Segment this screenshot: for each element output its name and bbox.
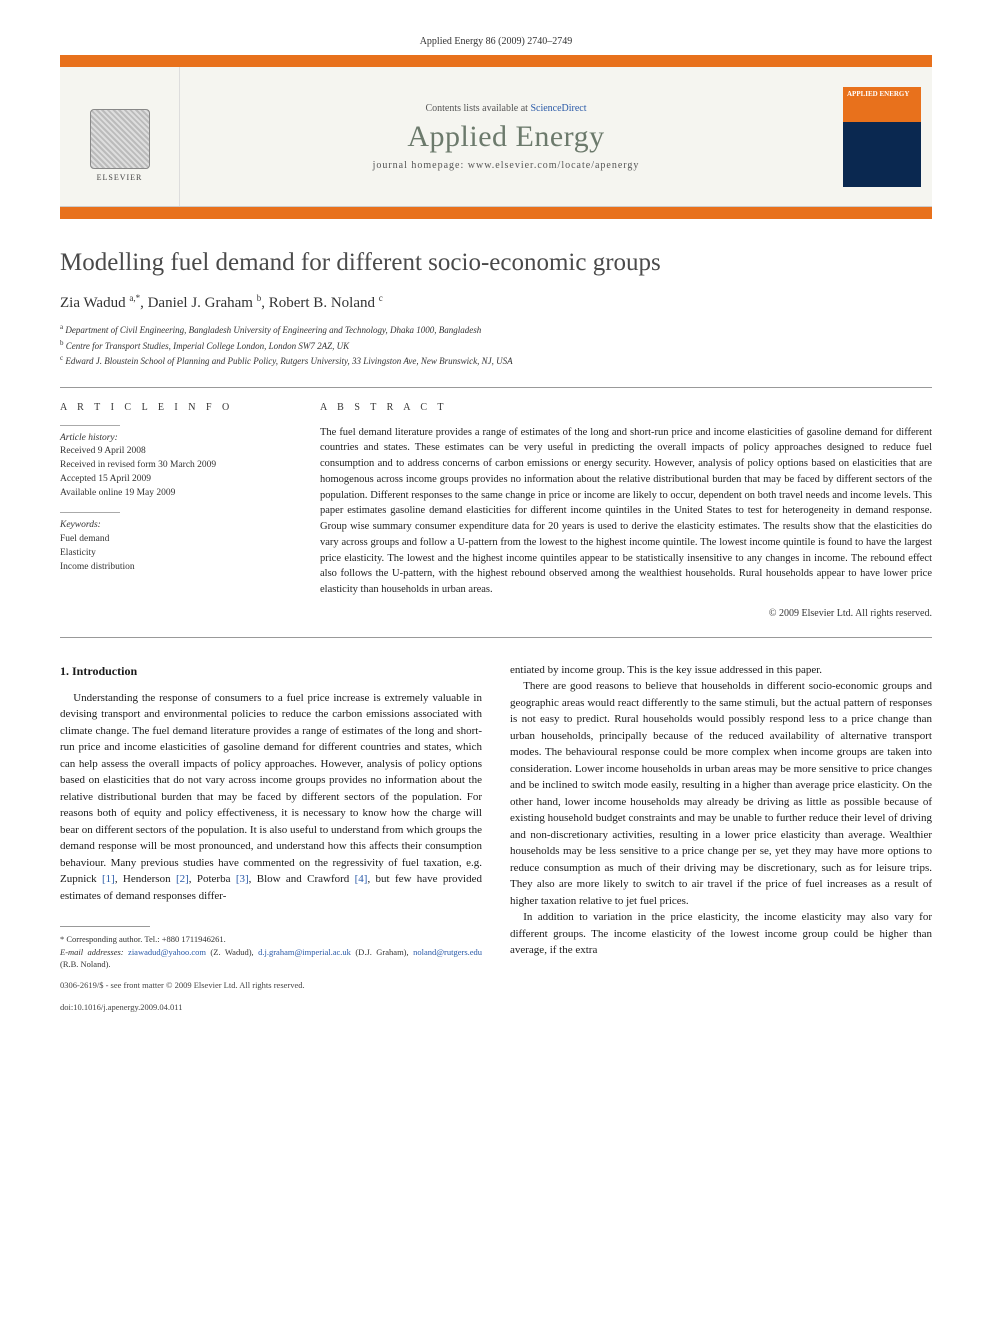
keyword-item: Elasticity	[60, 547, 290, 561]
info-divider	[60, 512, 120, 513]
body-column-left: 1. Introduction Understanding the respon…	[60, 662, 482, 1014]
email-affiliation: (D.J. Graham),	[355, 947, 408, 957]
sciencedirect-link[interactable]: ScienceDirect	[530, 103, 586, 114]
elsevier-logo: ELSEVIER	[80, 92, 160, 182]
email-affiliation: (Z. Wadud),	[210, 947, 253, 957]
keywords-block: Keywords: Fuel demand Elasticity Income …	[60, 519, 290, 574]
section-divider	[60, 387, 932, 388]
keyword-item: Fuel demand	[60, 533, 290, 547]
journal-homepage-line: journal homepage: www.elsevier.com/locat…	[373, 160, 640, 171]
corresponding-author-note: * Corresponding author. Tel.: +880 17119…	[60, 933, 482, 945]
top-orange-bar	[60, 55, 932, 67]
email-label: E-mail addresses:	[60, 947, 124, 957]
body-paragraph: In addition to variation in the price el…	[510, 909, 932, 959]
keyword-item: Income distribution	[60, 561, 290, 575]
article-history-block: Article history: Received 9 April 2008 R…	[60, 432, 290, 501]
affiliation-c: c Edward J. Bloustein School of Planning…	[60, 353, 932, 369]
journal-cover-thumbnail: APPLIED ENERGY	[843, 87, 921, 187]
abstract-copyright: © 2009 Elsevier Ltd. All rights reserved…	[320, 608, 932, 619]
masthead-center: Contents lists available at ScienceDirec…	[180, 67, 832, 206]
abstract-heading: A B S T R A C T	[320, 402, 932, 413]
contents-available-line: Contents lists available at ScienceDirec…	[425, 103, 586, 114]
accepted-date: Accepted 15 April 2009	[60, 473, 290, 487]
publisher-logo-block: ELSEVIER	[60, 67, 180, 206]
journal-masthead: ELSEVIER Contents lists available at Sci…	[60, 67, 932, 207]
author-email-link[interactable]: ziawadud@yahoo.com	[128, 947, 206, 957]
journal-name: Applied Energy	[407, 120, 604, 154]
cover-thumb-block: APPLIED ENERGY	[832, 67, 932, 206]
revised-date: Received in revised form 30 March 2009	[60, 459, 290, 473]
homepage-url[interactable]: www.elsevier.com/locate/apenergy	[468, 160, 640, 171]
citation-link[interactable]: [1]	[102, 873, 115, 885]
received-date: Received 9 April 2008	[60, 445, 290, 459]
author-email-link[interactable]: noland@rutgers.edu	[413, 947, 482, 957]
history-label: Article history:	[60, 432, 290, 446]
article-info-heading: A R T I C L E I N F O	[60, 402, 290, 413]
footnotes-block: * Corresponding author. Tel.: +880 17119…	[60, 933, 482, 970]
section-1-heading: 1. Introduction	[60, 662, 482, 680]
article-info-column: A R T I C L E I N F O Article history: R…	[60, 402, 290, 619]
keywords-label: Keywords:	[60, 519, 290, 533]
email-affiliation: (R.B. Noland).	[60, 959, 111, 969]
body-two-column: 1. Introduction Understanding the respon…	[60, 662, 932, 1014]
affiliation-b: b Centre for Transport Studies, Imperial…	[60, 338, 932, 354]
body-paragraph: Understanding the response of consumers …	[60, 690, 482, 905]
cover-thumb-title: APPLIED ENERGY	[843, 87, 921, 103]
author-email-link[interactable]: d.j.graham@imperial.ac.uk	[258, 947, 351, 957]
affiliations-block: a Department of Civil Engineering, Bangl…	[60, 322, 932, 369]
abstract-column: A B S T R A C T The fuel demand literatu…	[320, 402, 932, 619]
elsevier-label: ELSEVIER	[97, 173, 143, 182]
email-addresses-line: E-mail addresses: ziawadud@yahoo.com (Z.…	[60, 946, 482, 971]
online-date: Available online 19 May 2009	[60, 487, 290, 501]
citation-link[interactable]: [3]	[236, 873, 249, 885]
body-paragraph: entiated by income group. This is the ke…	[510, 662, 932, 679]
citation-link[interactable]: [2]	[176, 873, 189, 885]
article-title: Modelling fuel demand for different soci…	[60, 249, 932, 277]
bottom-orange-bar	[60, 207, 932, 219]
elsevier-tree-icon	[90, 109, 150, 169]
issn-copyright-line: 0306-2619/$ - see front matter © 2009 El…	[60, 980, 482, 992]
citation-link[interactable]: [4]	[355, 873, 368, 885]
abstract-text: The fuel demand literature provides a ra…	[320, 425, 932, 598]
section-divider	[60, 637, 932, 638]
contents-prefix: Contents lists available at	[425, 103, 530, 114]
homepage-prefix: journal homepage:	[373, 160, 468, 171]
author-list: Zia Wadud a,*, Daniel J. Graham b, Rober…	[60, 293, 932, 312]
info-divider	[60, 425, 120, 426]
body-paragraph: There are good reasons to believe that h…	[510, 678, 932, 909]
body-column-right: entiated by income group. This is the ke…	[510, 662, 932, 1014]
doi-line: doi:10.1016/j.apenergy.2009.04.011	[60, 1002, 482, 1014]
running-head: Applied Energy 86 (2009) 2740–2749	[60, 36, 932, 47]
affiliation-a: a Department of Civil Engineering, Bangl…	[60, 322, 932, 338]
footnote-divider	[60, 926, 150, 927]
